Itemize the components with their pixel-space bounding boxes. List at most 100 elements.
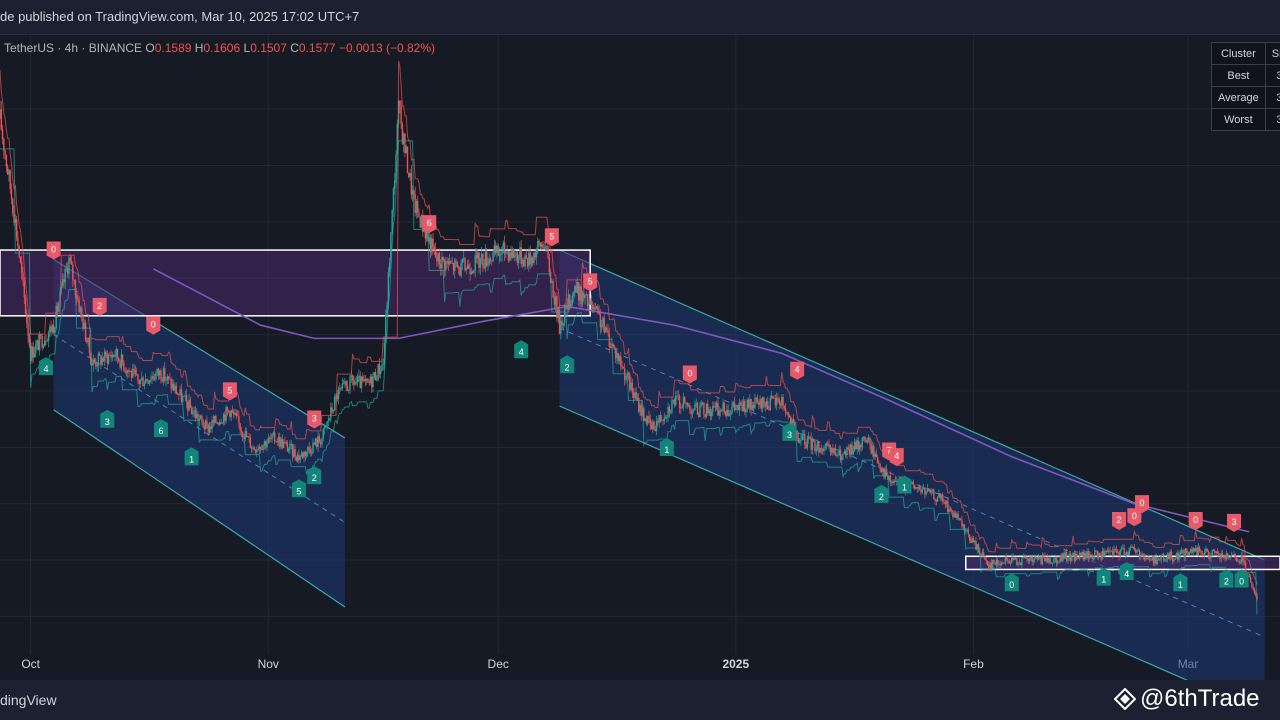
candle-body (1040, 556, 1042, 565)
candle-body (534, 252, 536, 258)
signal-text: 1 (902, 483, 907, 493)
candle-body (158, 370, 161, 376)
candle-body (792, 419, 794, 423)
candle-body (63, 279, 65, 283)
candle-body (36, 340, 38, 345)
candle-body (1126, 552, 1128, 555)
signal-text: 0 (151, 320, 156, 330)
candle-body (169, 378, 171, 380)
candle-body (1191, 549, 1193, 553)
candle-body (511, 249, 513, 258)
candle-body (374, 372, 377, 381)
candle-body (84, 322, 87, 341)
candle-body (756, 398, 759, 403)
candle-body (1007, 560, 1009, 562)
candle-body (793, 422, 796, 429)
trailing-stop-lower (0, 140, 1258, 615)
candle-body (346, 385, 349, 391)
candle-body (425, 232, 428, 239)
candle-body (363, 379, 365, 381)
candle-body (210, 426, 212, 430)
candle-body (520, 247, 522, 264)
candle-body (303, 451, 305, 458)
candle-body (838, 449, 840, 455)
candle-body (1166, 553, 1169, 560)
candle-body (768, 408, 770, 410)
candle-body (516, 252, 519, 263)
candle-body (714, 406, 717, 408)
candle-body (160, 370, 162, 380)
buy-signal-label: 1 (184, 447, 199, 466)
chart-area[interactable]: OctNovDec2025FebMar020536550474200034361… (0, 34, 1280, 680)
candle-body (699, 405, 701, 417)
candle-body (10, 189, 13, 200)
candle-body (166, 376, 169, 381)
candle-body (1134, 549, 1137, 553)
candle-body (663, 417, 665, 422)
candle-body (250, 447, 253, 449)
candle-body (24, 296, 27, 314)
candle-body (690, 410, 692, 415)
candle-body (1232, 554, 1234, 556)
candle-body (399, 101, 401, 107)
candle-body (280, 438, 282, 447)
candle-body (156, 368, 158, 374)
candle-body (531, 257, 534, 263)
candle-body (1031, 556, 1033, 562)
candle-body (486, 251, 488, 266)
candle-body (925, 492, 927, 495)
candle-body (1203, 552, 1206, 557)
candle-body (764, 403, 766, 408)
candle-body (45, 340, 47, 342)
candle-body (864, 437, 866, 441)
candle-body (247, 436, 249, 438)
signal-text: 1 (1178, 580, 1183, 590)
signal-text: 1 (664, 445, 669, 455)
candle-body (876, 457, 879, 463)
candle-body (189, 399, 192, 408)
candle-body (935, 500, 938, 502)
candle-body (888, 475, 890, 480)
candle-body (376, 379, 378, 381)
candle-body (1206, 548, 1208, 552)
candle-body (475, 255, 478, 259)
low-value: 0.1507 (250, 41, 287, 55)
candle-body (1019, 562, 1022, 566)
candle-body (109, 355, 111, 356)
candle-body (800, 439, 802, 441)
candle-body (1255, 592, 1257, 595)
cluster-header: Cluster (1211, 42, 1266, 65)
candle-body (353, 379, 355, 385)
price-chart[interactable]: OctNovDec2025FebMar020536550474200034361… (0, 34, 1280, 680)
candle-body (512, 249, 515, 258)
candle-body (1200, 550, 1202, 552)
candle-body (93, 359, 96, 362)
candle-body (455, 260, 457, 262)
candle-body (198, 418, 200, 421)
candle-body (528, 252, 530, 267)
candle-body (502, 242, 505, 247)
candle-body (769, 397, 771, 410)
candle-body (539, 242, 542, 247)
candle-body (142, 377, 144, 387)
candle-body (837, 454, 839, 456)
candle-body (349, 376, 351, 390)
candle-body (373, 372, 375, 378)
candle-body (134, 369, 137, 374)
signal-text: 3 (1232, 517, 1237, 527)
buy-signal-label: 4 (514, 340, 529, 359)
candle-body (267, 437, 269, 444)
cluster-row-name: Worst (1211, 108, 1266, 131)
candle-body (0, 109, 2, 130)
candle-body (695, 403, 697, 405)
candle-body (1188, 551, 1191, 556)
candle-body (963, 524, 966, 531)
candle-body (732, 402, 734, 407)
candle-body (356, 376, 359, 382)
candle-body (1021, 557, 1023, 566)
candle-body (141, 377, 143, 380)
signal-text: 5 (588, 276, 593, 286)
candle-body (465, 268, 467, 271)
signal-text: 5 (549, 231, 554, 241)
candle-body (1150, 559, 1152, 561)
